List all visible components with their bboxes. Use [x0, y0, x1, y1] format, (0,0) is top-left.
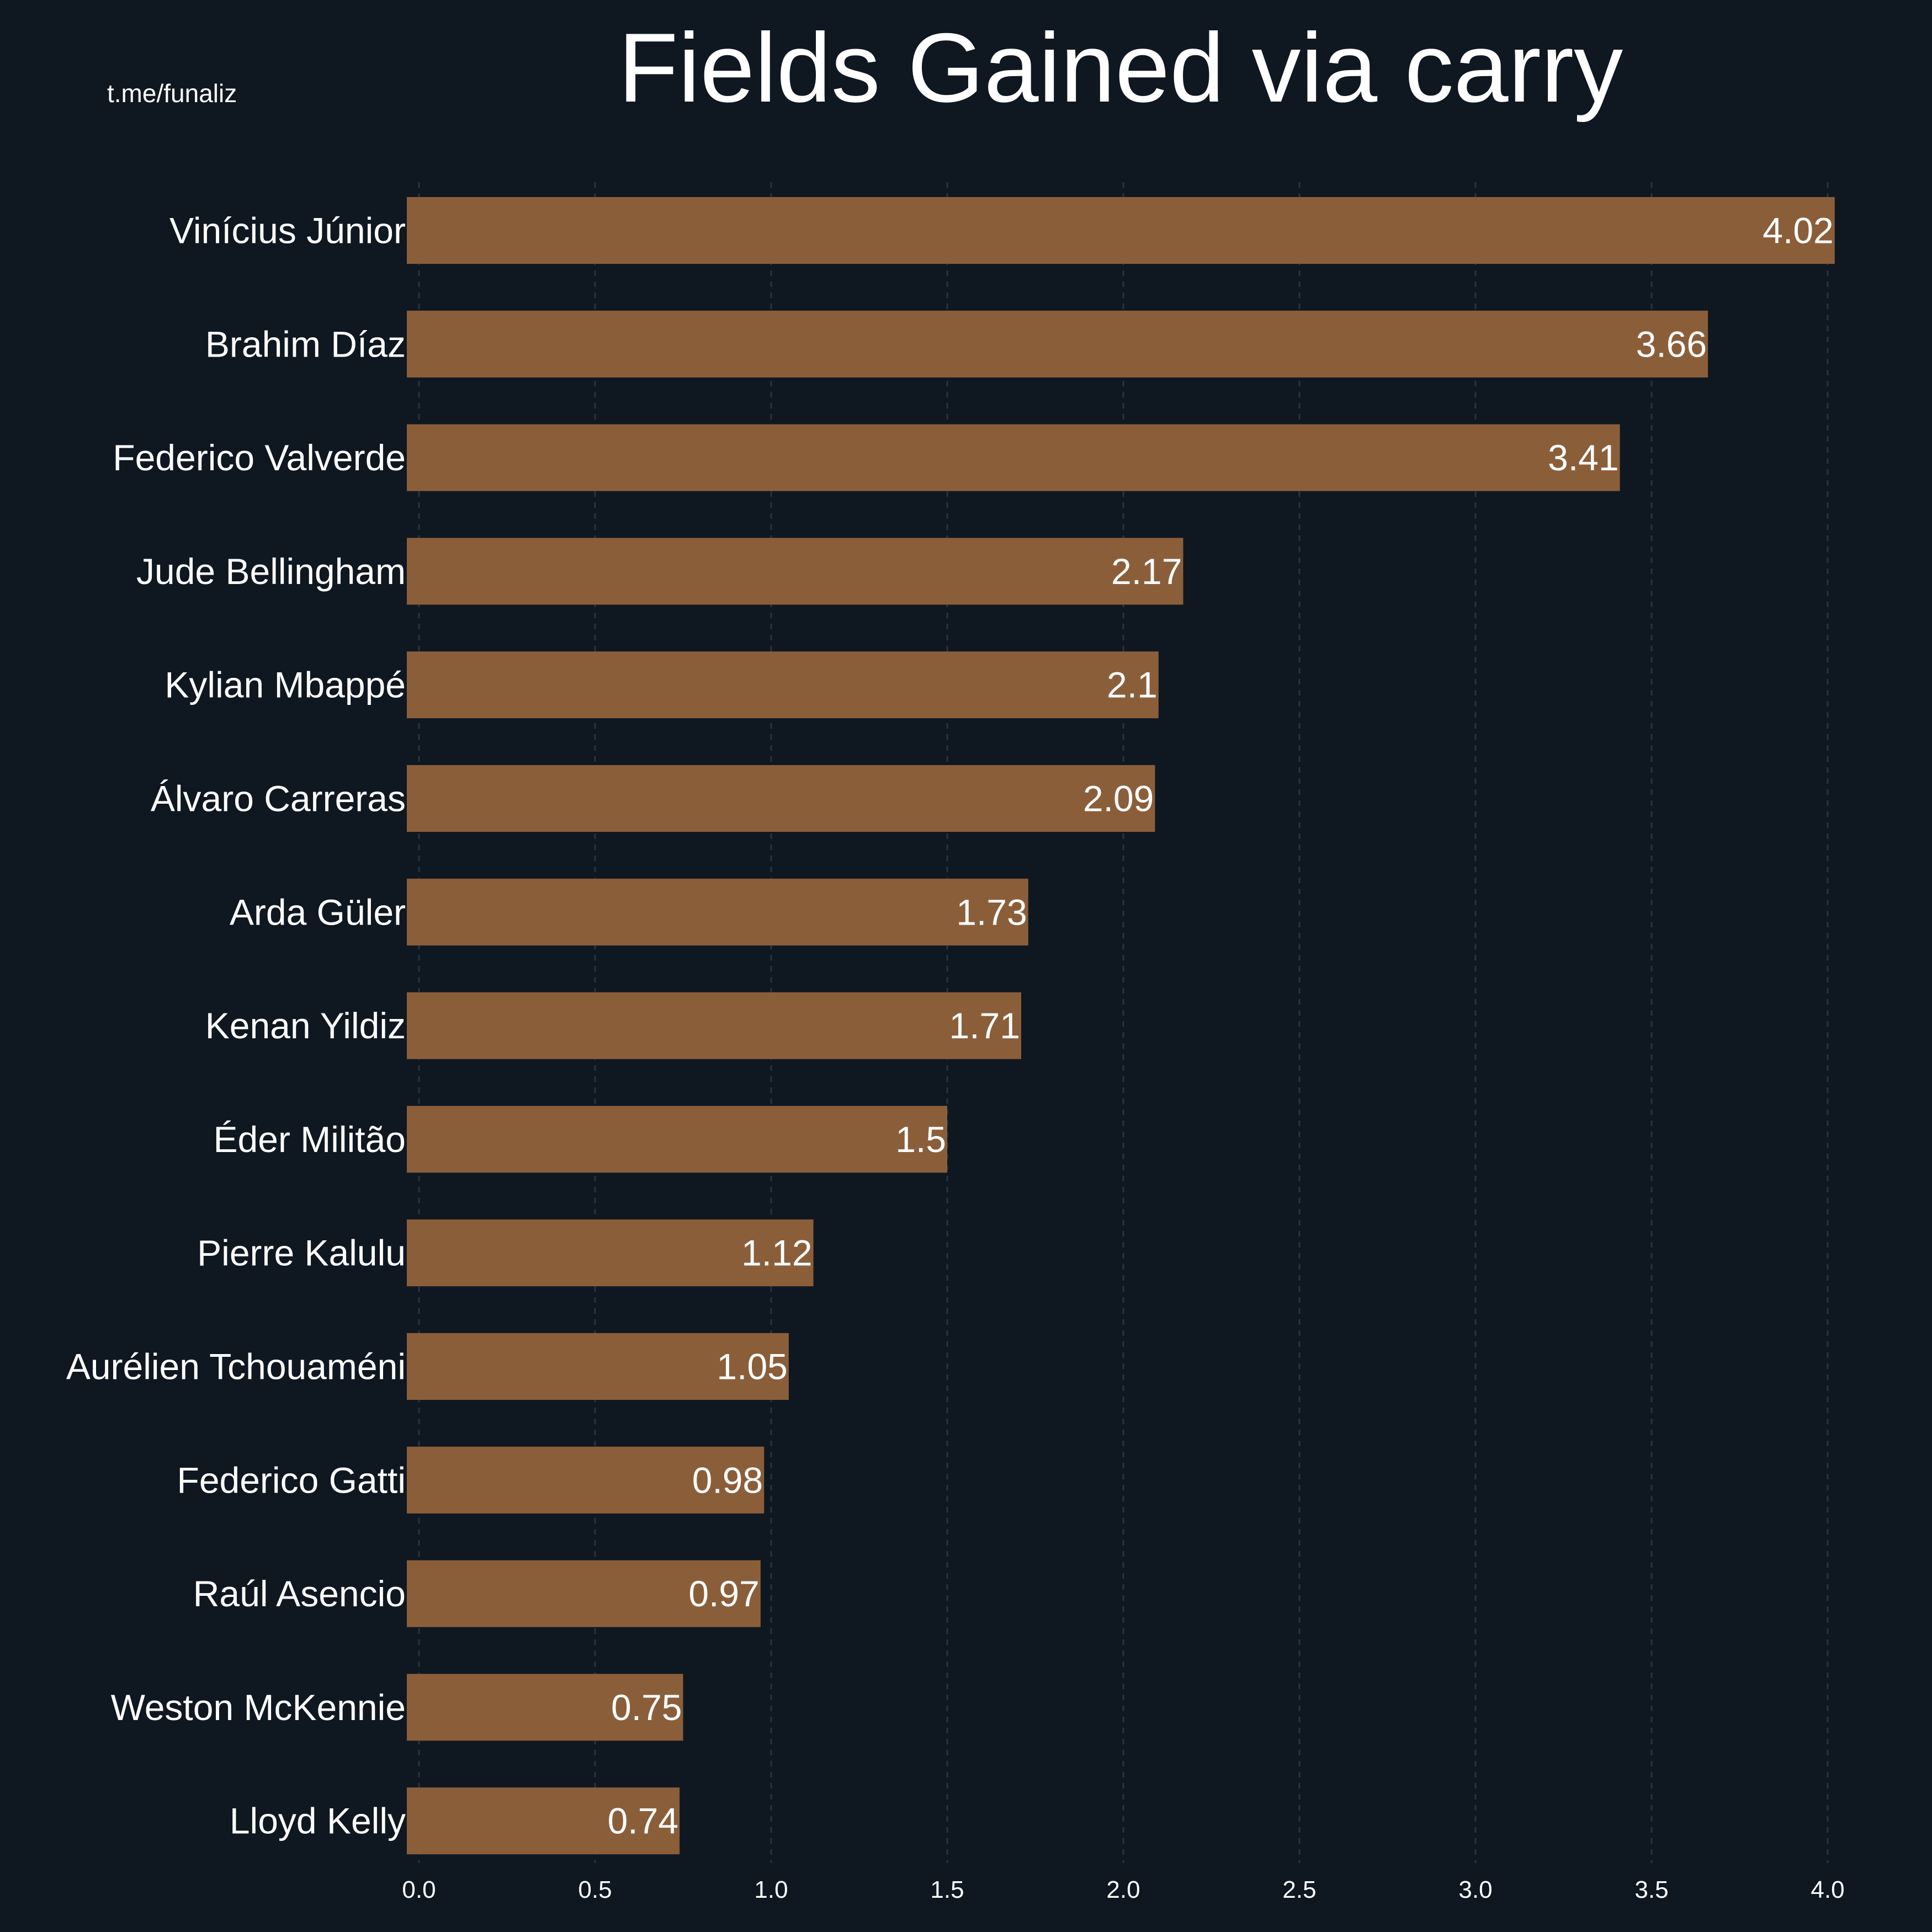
- x-tick-label: 1.5: [930, 1876, 964, 1903]
- x-tick-label: 1.0: [754, 1876, 788, 1903]
- bar: [407, 992, 1021, 1059]
- value-label: 1.12: [741, 1233, 812, 1273]
- value-label: 0.75: [611, 1687, 682, 1728]
- value-label: 1.05: [716, 1346, 787, 1387]
- watermark-text: t.me/funaliz: [107, 79, 237, 108]
- bar: [407, 197, 1835, 264]
- x-tick-label: 3.0: [1458, 1876, 1492, 1903]
- value-label: 1.71: [949, 1005, 1020, 1046]
- value-label: 0.74: [608, 1801, 678, 1841]
- x-tick-label: 2.5: [1282, 1876, 1316, 1903]
- bar: [407, 1219, 814, 1287]
- category-label: Lloyd Kelly: [230, 1801, 406, 1841]
- category-label: Jude Bellingham: [136, 551, 406, 592]
- value-label: 0.97: [688, 1573, 759, 1614]
- bar: [407, 1674, 683, 1741]
- category-label: Éder Militão: [214, 1119, 406, 1160]
- value-label: 2.1: [1107, 665, 1158, 705]
- bar: [407, 424, 1620, 491]
- value-label: 1.73: [956, 891, 1027, 932]
- category-label: Aurélien Tchouaméni: [66, 1346, 406, 1387]
- bar: [407, 878, 1028, 946]
- x-tick-label: 0.0: [402, 1876, 436, 1903]
- x-tick-label: 0.5: [578, 1876, 612, 1903]
- category-label: Raúl Asencio: [193, 1573, 406, 1614]
- category-label: Arda Güler: [230, 891, 406, 932]
- category-label: Federico Gatti: [177, 1459, 406, 1500]
- bar: [407, 1446, 765, 1514]
- chart-title: Fields Gained via carry: [618, 13, 1623, 123]
- category-label: Kenan Yildiz: [205, 1005, 406, 1046]
- category-label: Vinícius Júnior: [169, 210, 406, 251]
- bar: [407, 651, 1159, 719]
- value-label: 2.17: [1111, 551, 1182, 592]
- value-label: 1.5: [895, 1119, 946, 1160]
- bar: [407, 765, 1155, 832]
- category-label: Kylian Mbappé: [164, 665, 406, 705]
- bar: [407, 1333, 789, 1400]
- bar: [407, 1560, 761, 1627]
- x-tick-label: 4.0: [1811, 1876, 1844, 1903]
- bar: [407, 1787, 680, 1855]
- x-tick-label: 3.5: [1634, 1876, 1668, 1903]
- category-label: Weston McKennie: [111, 1687, 406, 1728]
- value-label: 2.09: [1083, 778, 1154, 819]
- category-label: Brahim Díaz: [205, 323, 406, 364]
- value-label: 3.66: [1636, 323, 1707, 364]
- bar: [407, 1106, 947, 1173]
- value-label: 0.98: [692, 1459, 763, 1500]
- x-tick-label: 2.0: [1106, 1876, 1140, 1903]
- value-label: 3.41: [1548, 437, 1618, 478]
- bar: [407, 538, 1183, 605]
- category-label: Federico Valverde: [113, 437, 406, 478]
- value-label: 4.02: [1763, 210, 1833, 251]
- category-label: Álvaro Carreras: [151, 778, 406, 819]
- bar: [407, 310, 1708, 378]
- category-label: Pierre Kalulu: [197, 1233, 406, 1273]
